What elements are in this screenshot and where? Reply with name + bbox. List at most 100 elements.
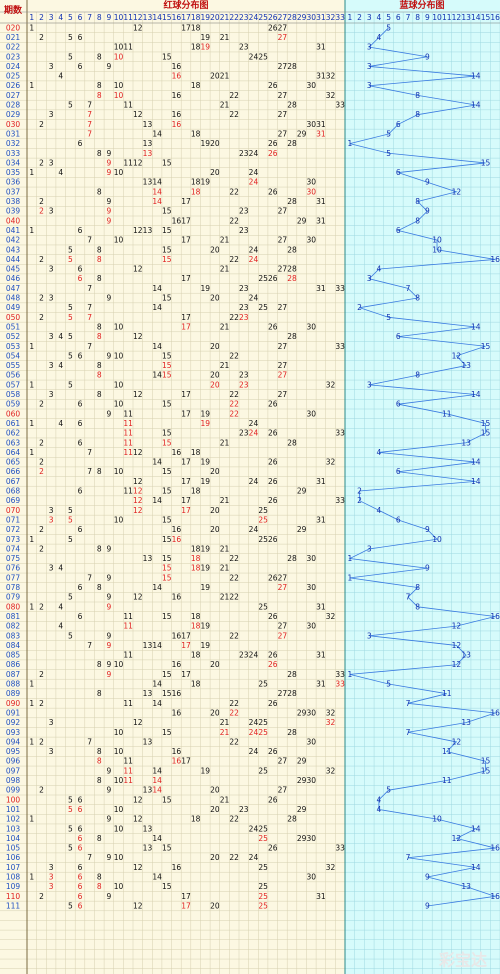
red-ball: 21: [220, 718, 230, 727]
blue-column-label: 3: [367, 13, 372, 22]
red-ball: 21: [220, 544, 230, 553]
red-ball: 4: [58, 332, 63, 341]
period-label: 086: [6, 660, 21, 669]
red-ball: 4: [58, 72, 63, 81]
red-ball: 1: [29, 342, 34, 351]
red-ball: 8: [97, 274, 102, 283]
red-ball: 11: [123, 757, 133, 766]
blue-column-label: 2: [357, 13, 362, 22]
blue-column-label: 11: [442, 13, 452, 22]
red-ball: 16: [172, 448, 182, 457]
blue-ball: 12: [452, 660, 462, 669]
red-ball: 6: [78, 882, 83, 891]
red-ball: 5: [68, 824, 73, 833]
red-ball: 25: [258, 52, 268, 61]
red-ball: 18: [191, 564, 201, 573]
red-ball: 16: [172, 689, 182, 698]
red-ball: 20: [210, 901, 220, 910]
blue-ball: 11: [442, 747, 452, 756]
period-label: 043: [6, 245, 21, 254]
red-ball: 4: [58, 564, 63, 573]
red-ball: 17: [181, 23, 191, 32]
blue-ball: 8: [415, 91, 420, 100]
red-ball: 2: [39, 525, 44, 534]
red-ball: 26: [268, 795, 278, 804]
red-ball: 17: [181, 458, 191, 467]
red-ball: 17: [181, 506, 191, 515]
red-column-label: 14: [152, 13, 162, 22]
red-ball: 28: [287, 554, 297, 563]
blue-ball: 1: [347, 139, 352, 148]
red-ball: 9: [107, 216, 112, 225]
red-ball: 10: [114, 805, 124, 814]
red-ball: 7: [87, 737, 92, 746]
red-ball: 12: [133, 226, 143, 235]
red-ball: 9: [107, 641, 112, 650]
red-ball: 32: [326, 766, 336, 775]
red-ball: 12: [133, 795, 143, 804]
red-ball: 16: [172, 660, 182, 669]
red-ball: 27: [278, 129, 288, 138]
red-title: 红球分布图: [163, 0, 208, 11]
watermark: 彩宝达: [438, 951, 487, 970]
blue-ball: 4: [377, 265, 382, 274]
blue-ball: 2: [357, 487, 362, 496]
red-ball: 10: [114, 824, 124, 833]
red-ball: 13: [143, 120, 153, 129]
blue-ball: 7: [406, 728, 411, 737]
period-label: 061: [6, 419, 21, 428]
red-column-label: 6: [78, 13, 83, 22]
red-ball: 28: [287, 101, 297, 110]
red-ball: 22: [229, 187, 239, 196]
red-ball: 26: [268, 458, 278, 467]
red-ball: 11: [123, 438, 133, 447]
red-ball: 5: [68, 101, 73, 110]
red-ball: 25: [258, 892, 268, 901]
period-label: 103: [6, 824, 21, 833]
red-ball: 32: [326, 72, 336, 81]
blue-ball: 8: [415, 371, 420, 380]
red-ball: 7: [87, 641, 92, 650]
red-ball: 4: [58, 602, 63, 611]
red-ball: 10: [114, 728, 124, 737]
blue-ball: 3: [367, 274, 372, 283]
red-ball: 6: [78, 400, 83, 409]
red-ball: 20: [210, 805, 220, 814]
red-ball: 14: [152, 178, 162, 187]
red-ball: 16: [172, 110, 182, 119]
red-ball: 22: [229, 110, 239, 119]
period-label: 027: [6, 91, 21, 100]
red-ball: 22: [229, 708, 239, 717]
red-ball: 17: [181, 477, 191, 486]
red-ball: 20: [210, 660, 220, 669]
red-ball: 2: [39, 670, 44, 679]
red-ball: 32: [326, 91, 336, 100]
red-ball: 9: [107, 786, 112, 795]
red-ball: 2: [39, 33, 44, 42]
blue-ball: 12: [452, 737, 462, 746]
blue-ball: 4: [377, 795, 382, 804]
red-ball: 15: [162, 882, 172, 891]
blue-ball: 8: [415, 583, 420, 592]
period-label: 026: [6, 81, 21, 90]
red-ball: 20: [210, 168, 220, 177]
blue-ball: 3: [367, 43, 372, 52]
red-ball: 14: [152, 284, 162, 293]
red-ball: 8: [97, 149, 102, 158]
red-ball: 15: [162, 226, 172, 235]
red-column-label: 4: [58, 13, 63, 22]
red-column-label: 16: [172, 13, 182, 22]
blue-ball: 13: [461, 651, 471, 660]
red-ball: 2: [39, 602, 44, 611]
blue-ball: 1: [347, 670, 352, 679]
red-ball: 19: [200, 458, 210, 467]
red-ball: 30: [306, 120, 316, 129]
red-ball: 17: [181, 757, 191, 766]
period-label: 040: [6, 216, 21, 225]
red-ball: 14: [152, 834, 162, 843]
red-ball: 9: [107, 294, 112, 303]
red-ball: 6: [78, 834, 83, 843]
blue-ball: 7: [406, 593, 411, 602]
red-ball: 14: [152, 776, 162, 785]
red-ball: 23: [239, 651, 249, 660]
